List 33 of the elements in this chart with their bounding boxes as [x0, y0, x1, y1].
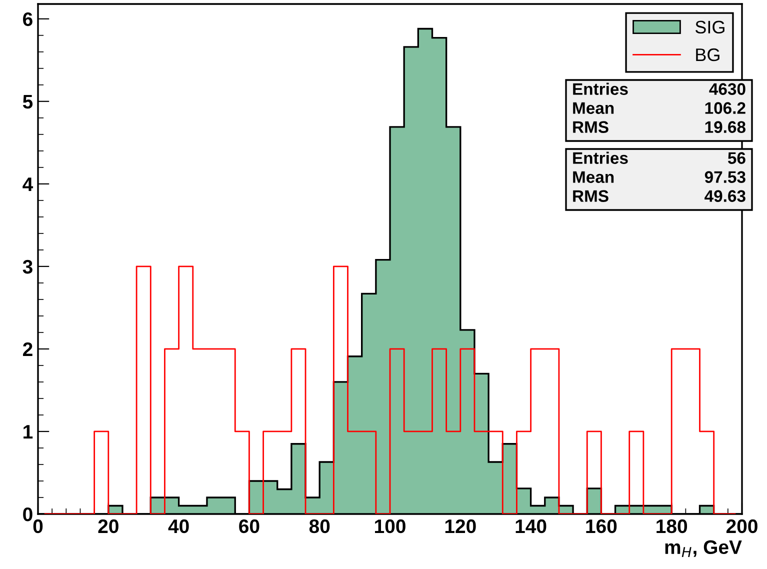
x-tick-label: 0 — [33, 519, 43, 534]
annotation: Mean — [573, 102, 614, 114]
x-tick-label: 100 — [375, 519, 406, 534]
x-tick-label: 200 — [726, 519, 758, 534]
y-tick-label: 4 — [22, 178, 34, 191]
x-tick-label: 80 — [309, 519, 330, 534]
y-tick-label: 6 — [23, 12, 32, 26]
x-axis-title: m$_{H}$, GeV — [665, 540, 742, 558]
legend-label: BG — [696, 48, 720, 62]
y-tick-label: 0 — [23, 507, 32, 522]
legend-label: SIG — [695, 20, 724, 34]
x-tick-label: 180 — [656, 519, 688, 534]
annotation: Entries — [573, 82, 628, 95]
annotation: 19.68 — [705, 121, 746, 133]
annotation: Mean — [573, 171, 614, 183]
annotation: 106.2 — [705, 102, 746, 114]
x-tick-label: 160 — [586, 519, 617, 534]
x-tick-label: 20 — [98, 519, 118, 534]
annotation: RMS — [573, 190, 608, 202]
annotation: 56 — [728, 152, 746, 164]
x-tick-label: 120 — [445, 519, 476, 534]
y-tick-label: 3 — [22, 260, 32, 274]
annotation: 4630 — [709, 83, 746, 95]
x-tick-label: 140 — [516, 519, 546, 534]
annotation: 97.53 — [704, 171, 746, 183]
annotation: Entries — [573, 152, 628, 164]
annotation: 49.63 — [704, 190, 746, 202]
x-tick-label: 40 — [168, 519, 189, 534]
y-tick-label: 5 — [22, 95, 33, 109]
annotation: RMS — [573, 121, 608, 133]
x-tick-label: 60 — [239, 519, 260, 534]
y-tick-label: 1 — [24, 425, 33, 439]
y-tick-label: 2 — [23, 342, 32, 356]
